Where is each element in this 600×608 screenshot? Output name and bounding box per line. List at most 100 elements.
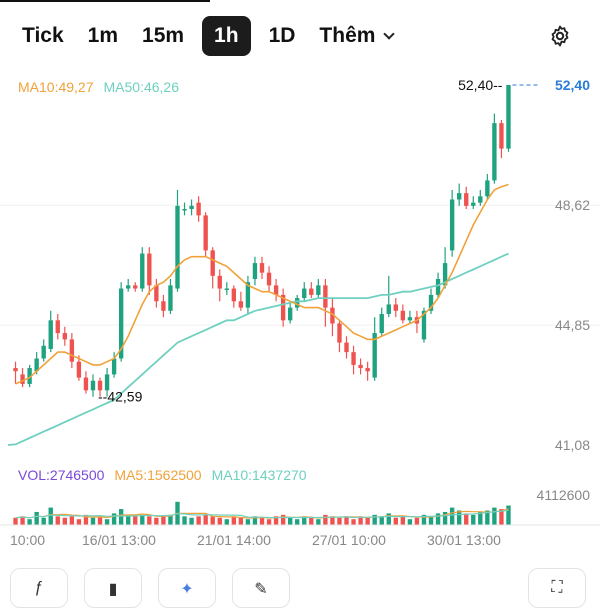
- candle-style-button[interactable]: ▮: [84, 568, 142, 608]
- volume-bar: [372, 514, 377, 525]
- y-tick-label: 44,85: [555, 317, 590, 333]
- x-tick-label: 21/01 14:00: [197, 532, 271, 548]
- tab-1h[interactable]: 1h: [202, 16, 251, 56]
- candle: [20, 374, 25, 384]
- volume-bar: [485, 510, 490, 525]
- candle: [210, 250, 215, 276]
- volume-bar: [457, 510, 462, 525]
- price-chart[interactable]: 48,62 44,85 41,08 4112600 52,40 52,40-- --42,5…: [0, 60, 600, 560]
- candle: [435, 278, 441, 295]
- volume-bar: [104, 519, 110, 525]
- volume-bar: [442, 511, 448, 525]
- volume-bar: [309, 517, 314, 525]
- candle: [126, 285, 131, 289]
- candle: [118, 288, 124, 359]
- volume-bar: [393, 517, 398, 525]
- chevron-down-icon: [383, 28, 396, 40]
- ai-button[interactable]: ✦: [158, 568, 216, 608]
- candle: [442, 263, 448, 286]
- tab-1m[interactable]: 1m: [87, 24, 119, 47]
- candle: [182, 209, 187, 211]
- volume-bar: [295, 519, 300, 525]
- volume-bar: [273, 516, 279, 525]
- volume-bar: [62, 517, 67, 525]
- volume-bar: [358, 516, 363, 525]
- candle: [203, 215, 208, 251]
- candle: [48, 320, 53, 349]
- candle: [140, 253, 145, 289]
- candle: [316, 285, 321, 295]
- volume-bar: [287, 517, 293, 525]
- volume-bar: [280, 514, 286, 525]
- volume-bar: [337, 517, 342, 525]
- candle: [386, 304, 391, 314]
- tab-tick[interactable]: Tick: [22, 24, 64, 47]
- volume-bar: [34, 511, 39, 525]
- function-button[interactable]: ƒ: [10, 568, 68, 608]
- candle: [76, 361, 82, 378]
- volume-bar: [400, 516, 406, 525]
- volume-bar: [203, 514, 208, 525]
- candle: [351, 352, 356, 365]
- volume-bar: [449, 507, 455, 525]
- candle: [97, 380, 103, 391]
- candle: [478, 196, 483, 203]
- volume-bar: [316, 519, 321, 525]
- volume-bar: [210, 516, 215, 525]
- candle: [168, 285, 173, 311]
- volume-bar: [168, 514, 173, 525]
- volume-bar: [90, 517, 96, 525]
- volume-bar: [147, 516, 152, 525]
- candle: [259, 263, 265, 273]
- last-price-label: 52,40: [555, 77, 590, 93]
- candle: [485, 180, 490, 197]
- volume-bar: [407, 519, 413, 525]
- volume-bar: [478, 511, 483, 525]
- ma50-value: MA50:46,26: [103, 79, 180, 95]
- volume-bar: [154, 517, 159, 525]
- volume-bar: [126, 516, 131, 525]
- volume-bar: [76, 519, 82, 525]
- sparkle-icon: ✦: [180, 581, 194, 598]
- tab-more[interactable]: Thêm: [307, 16, 405, 56]
- candle-icon: ▮: [108, 581, 118, 598]
- ma10-value: MA10:49,27: [18, 79, 94, 95]
- candle: [344, 342, 349, 353]
- x-tick-label: 27/01 10:00: [312, 532, 386, 548]
- vol-ma10-line: [15, 509, 509, 519]
- candle-series: [13, 85, 511, 397]
- candle: [372, 333, 377, 378]
- candle: [196, 202, 201, 216]
- candle: [133, 285, 138, 289]
- candle: [13, 368, 18, 372]
- volume-bar: [471, 514, 476, 525]
- gear-icon[interactable]: [548, 24, 572, 48]
- draw-button[interactable]: ✎: [232, 568, 290, 608]
- candle: [161, 301, 166, 311]
- low-price-label: --42,59: [98, 389, 143, 405]
- ma10-line: [15, 183, 509, 385]
- volume-bar: [499, 509, 504, 525]
- volume-bar: [69, 516, 75, 525]
- volume-bar: [133, 516, 138, 525]
- tab-15m[interactable]: 15m: [142, 24, 185, 47]
- volume-bar: [13, 517, 18, 525]
- candle: [41, 345, 46, 359]
- tab-1d[interactable]: 1D: [268, 24, 296, 47]
- candle: [62, 333, 67, 340]
- candle: [365, 368, 370, 372]
- volume-value: VOL:2746500: [18, 467, 105, 483]
- candle: [175, 205, 180, 289]
- fullscreen-button[interactable]: ⛶: [528, 568, 586, 608]
- candle: [379, 313, 384, 334]
- volume-bar: [386, 513, 391, 525]
- fullscreen-icon: ⛶: [551, 579, 563, 596]
- x-tick-label: 10:00: [10, 532, 45, 548]
- candle: [252, 263, 258, 279]
- candle: [499, 123, 504, 149]
- candle: [245, 282, 251, 308]
- candle: [302, 288, 307, 299]
- candle: [238, 301, 244, 308]
- candle: [464, 193, 469, 206]
- volume-bar: [435, 513, 441, 525]
